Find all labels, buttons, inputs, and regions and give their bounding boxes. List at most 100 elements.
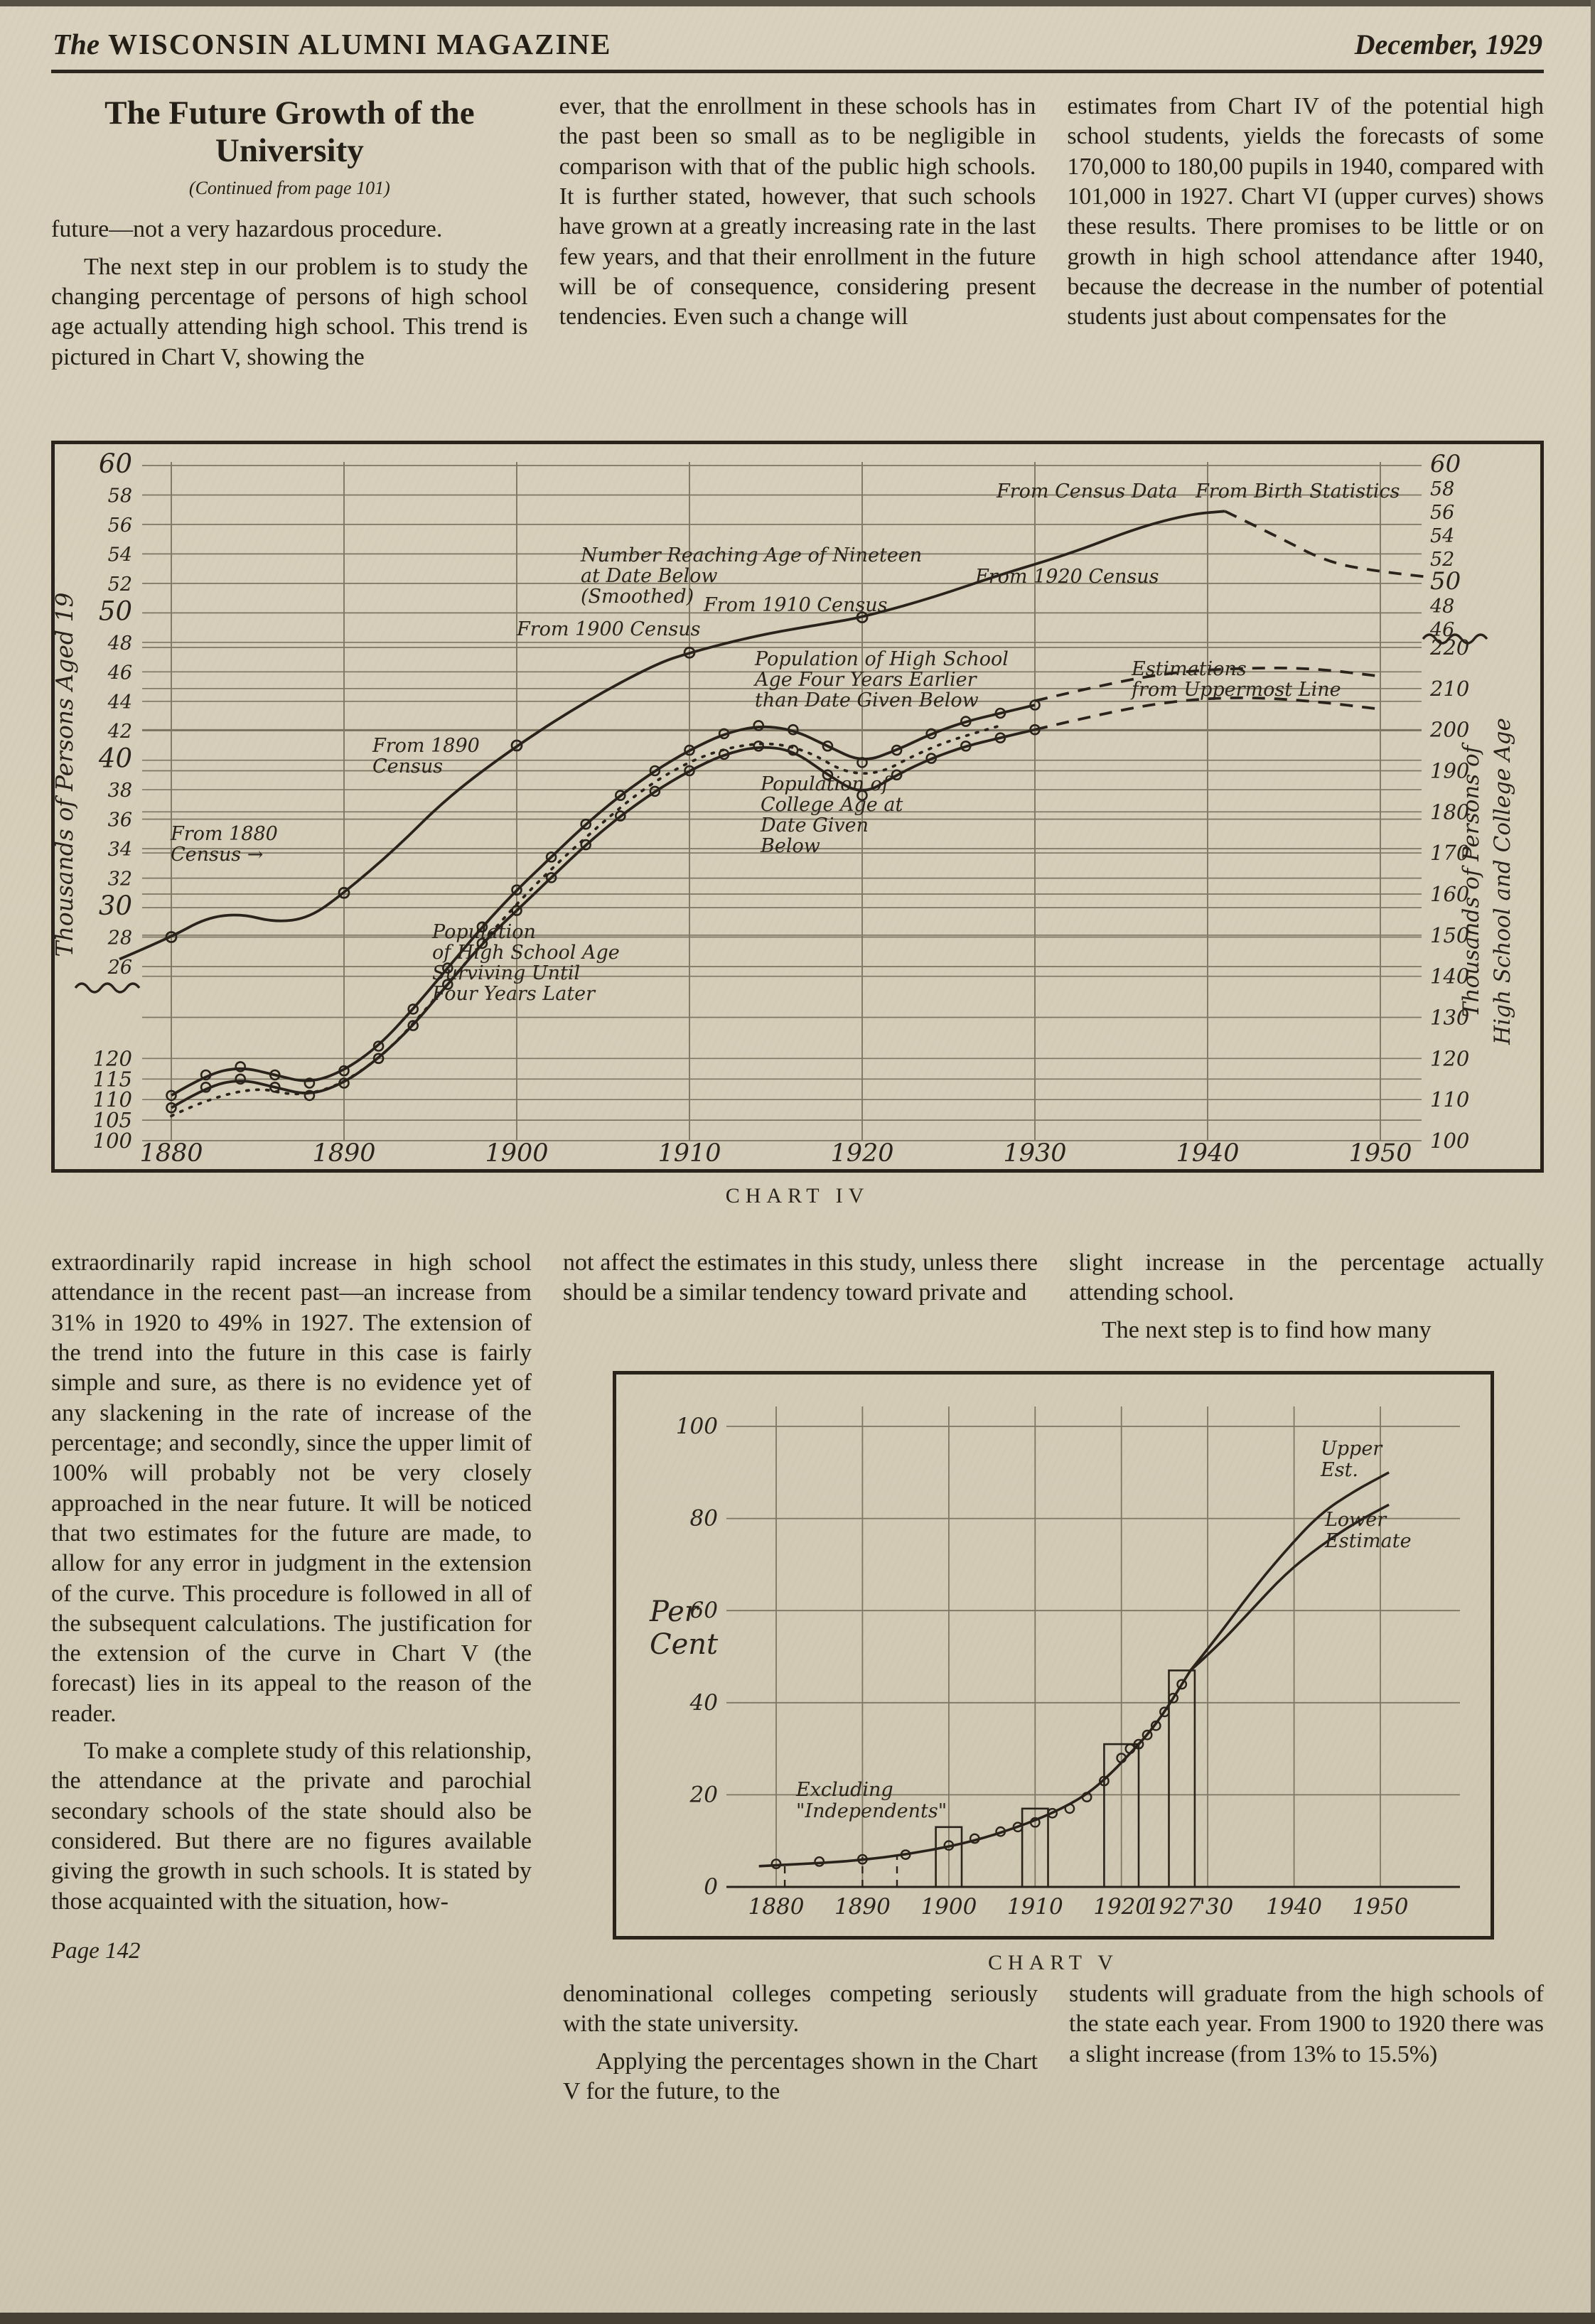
issue-date: December, 1929 (1354, 28, 1542, 60)
paragraph-s2-col2-3: Applying the percentages shown in the Ch… (563, 2048, 1038, 2104)
svg-text:Population: Population (431, 921, 536, 943)
svg-text:of High School Age: of High School Age (432, 942, 620, 964)
magazine-title: The WISCONSIN ALUMNI MAGAZINE (53, 27, 611, 61)
svg-text:Surviving Until: Surviving Until (432, 962, 580, 984)
page-number: Page 142 (51, 1938, 141, 1964)
svg-text:'30: '30 (1199, 1894, 1233, 1920)
lower-column-2-bottom: denominational colleges competing seriou… (563, 1979, 1038, 2114)
svg-text:210: 210 (1429, 677, 1469, 701)
paragraph-col1-2: The next step in our problem is to study… (51, 253, 528, 370)
svg-text:From Birth Statistics: From Birth Statistics (1195, 480, 1400, 502)
svg-text:30: 30 (99, 891, 132, 921)
svg-text:60: 60 (690, 1598, 718, 1623)
svg-text:College Age at: College Age at (761, 794, 903, 816)
svg-text:Four Years Later: Four Years Later (431, 983, 596, 1005)
svg-text:1910: 1910 (1007, 1894, 1063, 1920)
svg-text:Census: Census (372, 755, 443, 778)
paragraph-s2-col2-2: denominational colleges competing seriou… (563, 1980, 1038, 2038)
svg-text:26: 26 (107, 957, 132, 979)
svg-text:0: 0 (704, 1874, 718, 1900)
svg-text:1950: 1950 (1348, 1139, 1412, 1168)
svg-text:1920: 1920 (830, 1139, 893, 1168)
svg-text:1890: 1890 (312, 1139, 375, 1168)
svg-text:58: 58 (1430, 478, 1454, 500)
svg-text:40: 40 (98, 743, 132, 774)
svg-text:140: 140 (1430, 964, 1469, 989)
svg-text:180: 180 (1430, 800, 1469, 824)
svg-text:1950: 1950 (1353, 1894, 1409, 1920)
svg-text:20: 20 (689, 1782, 718, 1807)
svg-text:From 1890: From 1890 (372, 735, 480, 757)
chart-v-figure: 100 80 60 40 20 0 1880 1890 1900 1910 1920 1927'30 1… (563, 1370, 1544, 1975)
chart-v-caption: CHART V (988, 1950, 1119, 1974)
svg-text:100: 100 (1430, 1129, 1469, 1153)
svg-text:200: 200 (1429, 718, 1469, 742)
svg-text:(Smoothed): (Smoothed) (581, 586, 694, 608)
svg-text:46: 46 (107, 662, 132, 684)
paragraph-s2-col3-3: students will graduate from the high sch… (1069, 1980, 1544, 2067)
svg-text:From 1920 Census: From 1920 Census (974, 566, 1159, 588)
svg-text:High School and College Age: High School and College Age (1490, 718, 1515, 1045)
upper-text-section: The Future Growth of the University (Con… (51, 92, 1544, 380)
paragraph-s2-col3-2: The next step is to find how many (1102, 1316, 1432, 1343)
svg-text:150: 150 (1430, 923, 1469, 947)
paragraph-s2-col2-1: not affect the estimates in this study, … (563, 1249, 1038, 1306)
lower-column-3-bottom: students will graduate from the high sch… (1069, 1979, 1544, 2114)
svg-text:50: 50 (99, 596, 132, 626)
svg-text:Upper: Upper (1321, 1438, 1383, 1460)
svg-text:60: 60 (99, 448, 132, 479)
svg-text:Age Four Years Earlier: Age Four Years Earlier (753, 669, 978, 691)
chart-iv: 6058565452504846444240383634323028261201… (51, 440, 1544, 1173)
chart-iv-figure: 60 58 56 54 52 50 48 46 44 42 40 38 36 34 32 30 28 26 120 1… (51, 440, 1544, 1208)
svg-text:80: 80 (690, 1505, 718, 1531)
svg-text:1900: 1900 (920, 1894, 977, 1920)
svg-text:Per: Per (649, 1596, 700, 1628)
svg-text:100: 100 (93, 1129, 132, 1153)
lower-column-2-top: not affect the estimates in this study, … (563, 1248, 1038, 1352)
svg-text:50: 50 (1430, 567, 1461, 596)
svg-text:at Date Below: at Date Below (581, 565, 718, 587)
svg-text:Lower: Lower (1324, 1509, 1387, 1531)
paragraph-s2-col1-2: To make a complete study of this relatio… (51, 1738, 532, 1915)
page-edge-bottom (0, 2313, 1595, 2324)
svg-text:40: 40 (689, 1690, 718, 1716)
svg-text:100: 100 (676, 1414, 718, 1439)
svg-text:54: 54 (108, 544, 132, 566)
svg-text:1940: 1940 (1176, 1139, 1239, 1168)
magazine-title-the: The (53, 28, 100, 60)
svg-text:Excluding: Excluding (795, 1779, 893, 1801)
magazine-title-main: WISCONSIN ALUMNI MAGAZINE (108, 28, 612, 60)
svg-text:1880: 1880 (748, 1894, 805, 1920)
paragraph-col2-1: ever, that the enrollment in these schoo… (559, 93, 1036, 330)
svg-text:130: 130 (1430, 1005, 1469, 1029)
svg-text:44: 44 (107, 692, 132, 714)
svg-text:58: 58 (108, 485, 132, 507)
paragraph-col1-1: future—not a very hazardous procedure. (51, 216, 443, 243)
svg-text:190: 190 (1430, 758, 1469, 782)
svg-text:1880: 1880 (139, 1139, 203, 1168)
paragraph-s2-col3-1: slight increase in the percentage actual… (1069, 1249, 1544, 1306)
lower-row-below-chart: denominational colleges competing seriou… (563, 1979, 1544, 2114)
upper-column-2: ever, that the enrollment in these schoo… (559, 92, 1036, 380)
svg-text:Below: Below (760, 835, 820, 857)
svg-text:Number Reaching Age of Ninet: Number Reaching Age of Nineteen (580, 544, 922, 566)
masthead: The WISCONSIN ALUMNI MAGAZINE December, 1… (51, 27, 1544, 73)
svg-text:38: 38 (108, 780, 132, 802)
svg-text:From 1910 Census: From 1910 Census (703, 594, 888, 616)
svg-text:48: 48 (107, 633, 132, 655)
svg-text:1927: 1927 (1145, 1894, 1201, 1920)
svg-text:than Date Given Below: than Date Given Below (755, 689, 979, 711)
svg-text:36: 36 (108, 809, 132, 831)
svg-text:Thousands of Persons of: Thousands of Persons of (1459, 741, 1484, 1017)
svg-text:1890: 1890 (834, 1894, 891, 1920)
svg-text:32: 32 (108, 868, 132, 890)
svg-text:115: 115 (93, 1067, 132, 1091)
svg-text:Est.: Est. (1320, 1459, 1358, 1481)
continued-from-note: (Continued from page 101) (188, 178, 390, 199)
svg-text:56: 56 (1430, 502, 1454, 524)
svg-text:28: 28 (107, 927, 132, 949)
svg-text:Estimate: Estimate (1324, 1530, 1412, 1552)
svg-text:Cent: Cent (650, 1628, 719, 1661)
